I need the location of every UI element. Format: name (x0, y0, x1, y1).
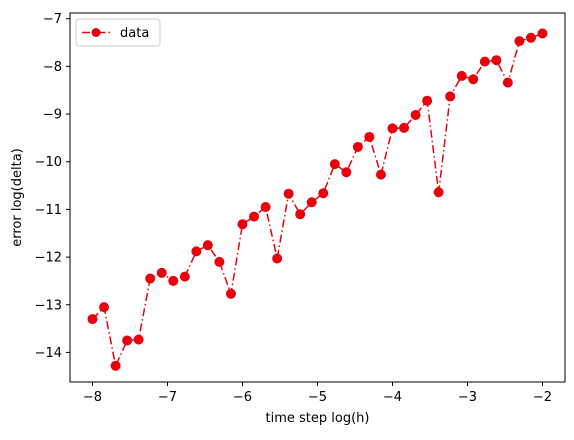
data-point-27 (399, 122, 410, 133)
data-point-19 (306, 197, 317, 208)
y-tick-label-6: −8 (43, 60, 62, 75)
data-point-5 (145, 273, 156, 284)
data-point-6 (156, 267, 167, 278)
y-axis-label: error log(delta) (10, 148, 25, 247)
y-tick-label-4: −10 (35, 155, 62, 170)
data-point-26 (387, 123, 398, 134)
legend: data (75, 18, 161, 47)
data-point-13 (237, 219, 248, 230)
legend-marker-sample (91, 28, 101, 37)
data-point-10 (202, 240, 213, 251)
y-tick-label-1: −13 (35, 298, 62, 313)
data-point-33 (468, 74, 479, 85)
x-tick-label-3: −5 (308, 390, 327, 405)
data-point-23 (352, 141, 363, 152)
data-point-3 (122, 335, 133, 346)
x-tick-label-6: −2 (533, 390, 552, 405)
x-tick-label-5: −3 (458, 390, 477, 405)
plot-area (87, 28, 548, 371)
data-point-1 (99, 302, 110, 313)
y-tick-label-7: −7 (43, 12, 62, 27)
data-point-17 (283, 188, 294, 199)
series-line-0 (91, 32, 543, 369)
legend-box (75, 18, 161, 47)
data-point-25 (375, 169, 386, 180)
data-point-9 (191, 246, 202, 257)
data-point-21 (329, 159, 340, 170)
data-point-39 (537, 28, 548, 39)
data-point-36 (502, 77, 513, 88)
data-point-0 (87, 314, 98, 325)
y-tick-label-3: −11 (35, 203, 62, 218)
data-point-20 (318, 188, 329, 199)
data-point-30 (433, 187, 444, 198)
axis-ticks: −8 −7 −6 −5 −4 −3 −2 −14 −13 −12 −11 −10 −9 −8 −7 (35, 12, 553, 405)
data-point-34 (479, 56, 490, 67)
data-point-15 (260, 202, 271, 213)
data-point-2 (110, 360, 121, 371)
data-point-38 (525, 32, 536, 43)
y-tick-label-0: −14 (35, 346, 62, 361)
data-point-31 (445, 91, 456, 102)
data-point-18 (295, 209, 306, 220)
data-point-32 (456, 70, 467, 81)
data-point-14 (249, 211, 260, 222)
y-tick-label-5: −9 (43, 108, 62, 123)
data-point-16 (272, 253, 283, 264)
data-point-37 (514, 36, 525, 47)
x-axis-label: time step log(h) (266, 411, 370, 426)
data-point-12 (225, 288, 236, 299)
data-point-7 (168, 275, 179, 286)
x-tick-label-2: −6 (233, 390, 252, 405)
x-tick-label-0: −8 (83, 390, 102, 405)
legend-entry-label: data (120, 26, 149, 41)
axes-frame (69, 12, 566, 383)
data-point-4 (133, 334, 144, 345)
data-point-24 (364, 131, 375, 142)
data-point-28 (410, 110, 421, 121)
data-point-8 (179, 271, 190, 282)
x-tick-label-4: −4 (383, 390, 402, 405)
y-tick-label-2: −12 (35, 251, 62, 266)
x-tick-label-1: −7 (158, 390, 177, 405)
data-point-35 (491, 55, 502, 66)
data-point-29 (422, 95, 433, 106)
data-point-11 (214, 256, 225, 267)
data-point-22 (341, 167, 352, 178)
